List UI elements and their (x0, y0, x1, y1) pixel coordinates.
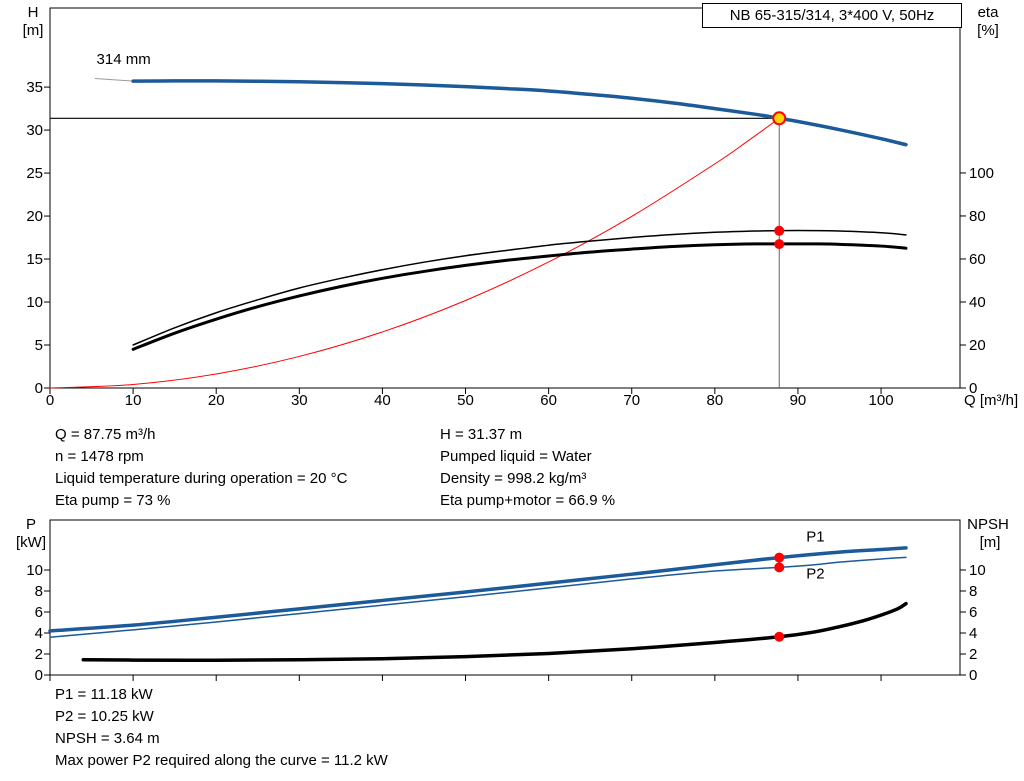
duty-point-marker (772, 111, 787, 126)
left-tick-label: 15 (26, 251, 43, 268)
right-axis-title: NPSH (967, 516, 1009, 533)
info-line-eta-pump: Eta pump = 73 % (55, 492, 171, 509)
left-tick-label: 10 (26, 294, 43, 311)
npsh-curve (81, 601, 908, 663)
right-tick-label: 40 (969, 294, 986, 311)
x-tick-label: 90 (790, 392, 807, 409)
left-tick-label: 2 (35, 646, 43, 663)
x-tick-label: 100 (869, 392, 894, 409)
p1-power-curve (48, 546, 908, 633)
duty-info-right-column: H = 31.37 m Pumped liquid = Water Densit… (440, 424, 615, 512)
duty-info-left-column: Q = 87.75 m³/h n = 1478 rpm Liquid tempe… (55, 424, 347, 512)
eta-pump-curve (132, 229, 907, 346)
curve-label: 314 mm (97, 51, 151, 68)
curve-label: P1 (806, 529, 824, 546)
info-line-head: H = 31.37 m (440, 426, 523, 443)
right-tick-label: 4 (969, 625, 977, 642)
left-tick-label: 6 (35, 604, 43, 621)
pump-title-box: NB 65-315/314, 3*400 V, 50Hz (702, 3, 962, 28)
left-tick-label: 4 (35, 625, 43, 642)
x-tick-label: 80 (706, 392, 723, 409)
x-tick-label: 40 (374, 392, 391, 409)
operating-point-dot (774, 225, 785, 236)
right-tick-label: 20 (969, 337, 986, 354)
hq-eta-chart: 0 10 20 30 40 50 60 70 80 90 100 Q [m³/h] 0 5 10 15 20 25… (23, 4, 1019, 409)
operating-point-dot (774, 631, 785, 642)
left-axis-title: H (28, 4, 39, 21)
right-tick-label: 8 (969, 583, 977, 600)
hq-eta-chart-svg: 0 10 20 30 40 50 60 70 80 90 100 Q [m³/h]0510152025… (23, 4, 1019, 409)
right-tick-label: 6 (969, 604, 977, 621)
power-info-column: P1 = 11.18 kW P2 = 10.25 kW NPSH = 3.64 … (55, 684, 388, 772)
x-axis-title: Q [m³/h] (964, 392, 1018, 409)
plot-border (49, 519, 961, 676)
left-tick-label: 8 (35, 583, 43, 600)
info-line-liquid-temp: Liquid temperature during operation = 20… (55, 470, 348, 487)
left-tick-label: 0 (35, 667, 43, 684)
left-axis-title: [kW] (16, 534, 46, 551)
operating-point-dot (774, 239, 785, 250)
operating-point-dot (774, 562, 785, 573)
left-tick-label: 20 (26, 208, 43, 225)
power-npsh-chart-svg: 0 2 4 6 8 10 0 2 4 6 8 10 P[kW] NPSH[m] P1 P2 (16, 516, 1009, 684)
operating-point-dot (774, 552, 785, 563)
plot-border (49, 7, 961, 389)
left-tick-label: 35 (26, 79, 43, 96)
right-tick-label: 0 (969, 667, 977, 684)
x-tick-label: 0 (46, 392, 54, 409)
right-tick-label: 10 (969, 562, 986, 579)
left-tick-label: 5 (35, 337, 43, 354)
right-axis-title: [m] (980, 534, 1001, 551)
reference-line (94, 77, 134, 82)
info-line-npsh: NPSH = 3.64 m (55, 730, 160, 747)
left-tick-label: 25 (26, 165, 43, 182)
left-tick-label: 10 (26, 562, 43, 579)
right-tick-label: 0 (969, 380, 977, 397)
info-line-p1: P1 = 11.18 kW (55, 686, 153, 703)
head-curve-314mm (131, 79, 908, 147)
eta-pump-motor-curve (131, 242, 908, 351)
left-tick-label: 30 (26, 122, 43, 139)
x-tick-label: 50 (457, 392, 474, 409)
power-npsh-chart: 0 2 4 6 8 10 0 2 4 6 8 10 P [kW] NPSH [m] P1 P2 (0, 515, 1024, 695)
info-line-speed: n = 1478 rpm (55, 448, 144, 465)
right-tick-label: 80 (969, 208, 986, 225)
info-line-max-power: Max power P2 required along the curve = … (55, 752, 388, 769)
left-axis-title: P (26, 516, 36, 533)
x-tick-label: 60 (540, 392, 557, 409)
p2-power-curve (49, 556, 907, 638)
info-line-q: Q = 87.75 m³/h (55, 426, 156, 443)
x-tick-label: 10 (125, 392, 142, 409)
info-line-density: Density = 998.2 kg/m³ (440, 470, 587, 487)
right-tick-label: 100 (969, 165, 994, 182)
x-tick-label: 30 (291, 392, 308, 409)
right-tick-label: 2 (969, 646, 977, 663)
info-line-p2: P2 = 10.25 kW (55, 708, 154, 725)
x-tick-label: 20 (208, 392, 225, 409)
right-axis-title: [%] (977, 22, 999, 39)
right-axis-title: eta (978, 4, 1000, 21)
curve-label: P2 (806, 565, 824, 582)
info-line-pumped-liquid: Pumped liquid = Water (440, 448, 592, 465)
right-tick-label: 60 (969, 251, 986, 268)
left-axis-title: [m] (23, 22, 44, 39)
left-tick-label: 0 (35, 380, 43, 397)
x-tick-label: 70 (623, 392, 640, 409)
affinity-parabola (49, 117, 780, 389)
info-line-eta-pump-motor: Eta pump+motor = 66.9 % (440, 492, 616, 509)
